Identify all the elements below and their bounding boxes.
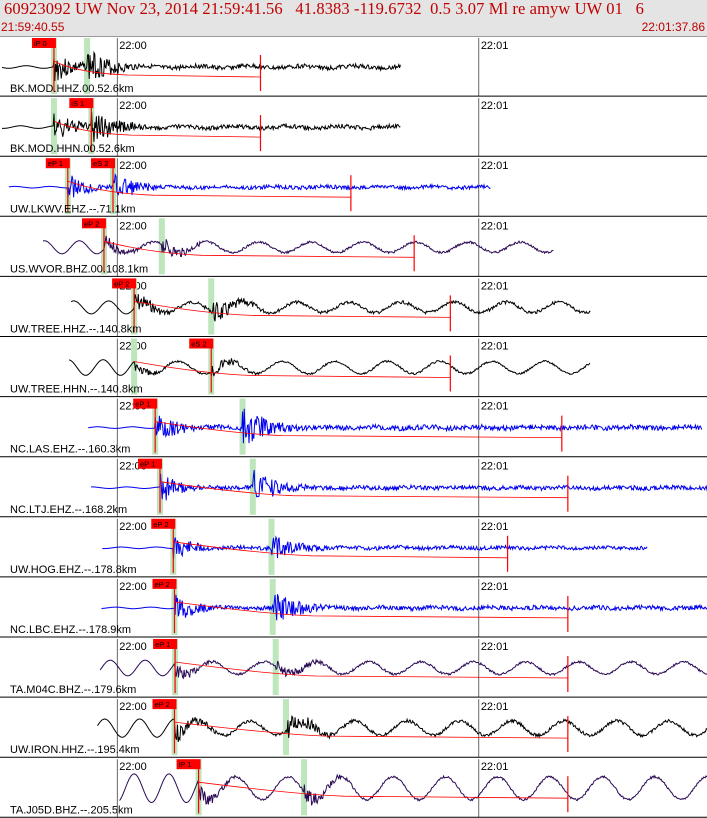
minute-tick-label: 22:00 [119,160,147,172]
station-label: UW.TREE.HHZ.--.140.8km [10,324,141,336]
station-label: NC.LTJ.EHZ.--.168.2km [10,504,127,516]
p-pick-label: iP 0 [34,39,47,48]
p-pick-label: eP 1 [140,460,155,469]
p-pick-flag [152,578,177,589]
waveform-trace [91,470,707,501]
coda-curve [103,240,415,258]
p-pick-label: eP 1 [155,640,170,649]
minute-tick-label: 22:01 [481,641,509,653]
waveform-trace [88,408,703,444]
p-window [50,98,57,155]
waveform-trace [42,235,554,258]
waveform-trace [8,173,491,198]
s-window [282,699,289,756]
minute-tick-label: 22:01 [481,401,509,413]
minute-tick-label: 22:01 [481,280,509,292]
p-pick-label: iP 1 [179,760,192,769]
minute-tick-label: 22:00 [119,761,147,773]
p-pick-flag [152,699,177,710]
s-pick-flag [91,158,116,169]
waveform-trace [1,50,401,82]
station-label: UW.IRON.HHZ.--.195.4km [10,744,140,756]
coda-curve [174,721,568,739]
p-pick-flag [31,38,56,48]
s-pick-label: iS 1 [71,99,84,108]
coda-curve [173,541,508,559]
p-pick-label: eP 2 [114,279,129,288]
minute-tick-label: 22:01 [481,220,509,232]
coda-curve [198,781,568,799]
s-pick-flag [189,338,214,349]
s-window [208,278,215,335]
minute-tick-label: 22:01 [481,100,509,112]
event-header: 60923092 UW Nov 23, 2014 21:59:41.56 41.… [0,0,707,37]
station-label: TA.M04C.BHZ.--.179.6km [10,684,136,696]
window-end-time: 22:01:37.86 [641,20,705,34]
window-start-time: 21:59:40.55 [1,20,65,34]
coda-curve [67,180,351,198]
p-pick-label: eP 1 [135,400,150,409]
station-label: BK.MOD.HHN.00.52.6km [10,143,135,155]
coda-curve [159,481,568,499]
station-label: BK.MOD.HHZ.00.52.6km [10,83,133,95]
coda-curve [134,301,451,318]
s-pick-flag [69,98,94,109]
p-window [131,338,138,395]
station-label: TA.J05D.BHZ.--.205.5km [10,804,133,816]
p-pick-flag [176,759,201,770]
coda-curve [174,601,568,619]
p-pick-label: eP 2 [84,219,99,228]
minute-tick-label: 22:01 [481,521,509,533]
p-pick-label: eP 2 [153,520,168,529]
minute-tick-label: 22:00 [119,581,147,593]
minute-tick-label: 22:01 [481,701,509,713]
station-label: NC.LAS.EHZ.--.160.3km [10,444,130,456]
coda-curve [134,361,451,378]
coda-curve [53,60,261,78]
station-label: UW.LKWV.EHZ.--.71.1km [10,203,136,215]
waveform-trace [99,658,707,680]
seismogram-plot: 22:00 22:01 iP 0 BK.MOD.HHZ.00.52.6km 22:00 2… [0,38,707,818]
coda-curve [175,661,568,679]
p-pick-label: eP 1 [48,159,63,168]
minute-tick-label: 22:01 [481,341,509,353]
s-pick-label: eS 2 [93,159,108,168]
waveform-trace [70,294,591,322]
minute-tick-label: 22:00 [119,641,147,653]
s-window [268,518,275,575]
station-label: UW.TREE.HHN.--.140.8km [10,384,143,396]
p-pick-flag [151,518,176,529]
minute-tick-label: 22:01 [481,160,509,172]
p-pick-flag [45,158,70,169]
waveform-trace [97,715,707,742]
minute-tick-label: 22:01 [481,761,509,773]
p-pick-label: eP 2 [154,700,169,709]
waveform-trace [101,594,707,621]
minute-tick-label: 22:00 [119,40,147,52]
s-pick-label: eS 2 [191,340,206,349]
station-label: US.WVOR.BHZ.00.108.1km [10,263,148,275]
p-pick-flag [112,278,137,289]
p-pick-flag [81,218,106,229]
waveform-trace [2,111,401,142]
waveform-trace [102,535,648,560]
minute-tick-label: 22:01 [481,581,509,593]
event-title: 60923092 UW Nov 23, 2014 21:59:41.56 41.… [4,0,644,18]
minute-tick-label: 22:00 [119,220,147,232]
p-pick-label: eP 2 [154,580,169,589]
minute-tick-label: 22:00 [119,521,147,533]
p-pick-flag [133,398,158,409]
p-pick-flag [138,458,163,469]
waveform-trace [119,773,707,806]
coda-curve [155,421,562,438]
minute-tick-label: 22:01 [481,461,509,473]
station-label: UW.HOG.EHZ.--.178.8km [10,564,137,576]
station-label: NC.LBC.EHZ.--.178.9km [10,624,131,636]
minute-tick-label: 22:01 [481,40,509,52]
minute-tick-label: 22:00 [119,100,147,112]
p-pick-flag [153,639,178,649]
waveform-trace [68,358,591,377]
minute-tick-label: 22:00 [119,701,147,713]
